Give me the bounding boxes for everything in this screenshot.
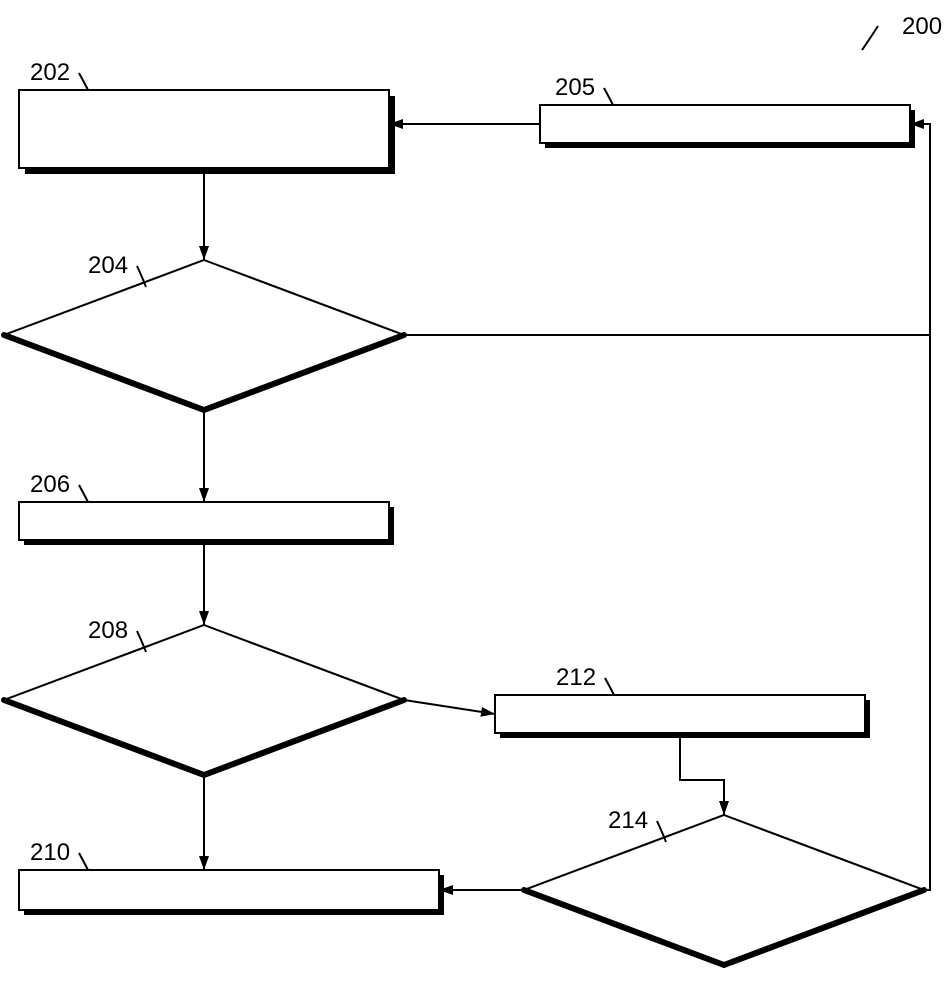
node-n212: 212 <box>495 664 870 738</box>
node-label-n205: 205 <box>555 74 595 101</box>
node-label-n206: 206 <box>30 471 70 498</box>
edge <box>680 733 724 815</box>
node-n206: 206 <box>19 471 394 545</box>
node-label-pointer <box>605 678 614 695</box>
node-label-pointer <box>79 853 88 870</box>
node-label-n212: 212 <box>556 664 596 691</box>
edge <box>404 700 495 714</box>
node-label-n204: 204 <box>88 252 128 279</box>
node-diamond <box>4 625 404 775</box>
node-n204: 204 <box>4 252 404 410</box>
node-rect <box>19 870 439 910</box>
node-label-n210: 210 <box>30 839 70 866</box>
node-label-pointer <box>79 73 88 90</box>
node-n205: 205 <box>540 74 915 148</box>
node-label-n214: 214 <box>608 807 648 834</box>
node-n202: 202 <box>19 59 395 174</box>
figure-label-pointer <box>862 26 878 50</box>
node-rect <box>540 105 910 143</box>
node-rect <box>19 502 389 540</box>
node-n208: 208 <box>4 617 404 775</box>
edge <box>404 124 930 335</box>
node-label-n202: 202 <box>30 59 70 86</box>
node-rect <box>19 90 389 168</box>
node-label-pointer <box>79 485 88 502</box>
node-rect <box>495 695 865 733</box>
node-diamond <box>524 815 924 965</box>
node-label-n208: 208 <box>88 617 128 644</box>
node-n210: 210 <box>19 839 444 915</box>
node-label-pointer <box>604 88 613 105</box>
edge <box>924 335 930 890</box>
node-n214: 214 <box>524 807 924 965</box>
node-diamond <box>4 260 404 410</box>
figure-label: 200 <box>902 13 942 40</box>
